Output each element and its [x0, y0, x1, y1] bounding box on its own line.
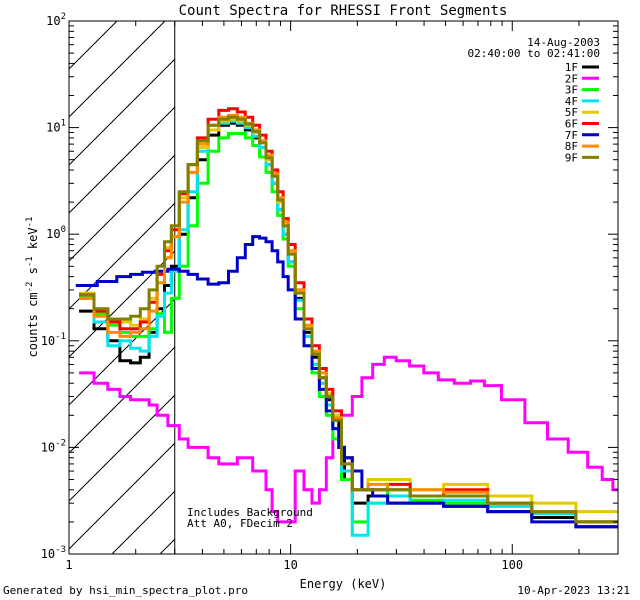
x-tick-label: 1: [65, 558, 72, 572]
hatched-region: [68, 20, 176, 555]
hatch-line: [68, 58, 176, 166]
date-label: 14-Aug-2003: [527, 36, 600, 49]
hatch-line: [68, 106, 176, 214]
y-tick-label: 101: [46, 119, 66, 135]
legend-label-5F: 5F: [565, 106, 578, 119]
y-tick-label: 10-1: [41, 332, 66, 348]
plot-frame: [68, 20, 619, 555]
x-tick-label: 100: [501, 558, 523, 572]
hatch-line: [68, 394, 176, 502]
legend-label-4F: 4F: [565, 95, 578, 108]
x-axis-label: Energy (keV): [300, 577, 387, 591]
legend-label-1F: 1F: [565, 61, 578, 74]
legend-label-9F: 9F: [565, 151, 578, 164]
hatch-line: [68, 202, 176, 310]
footer-generated-by: Generated by hsi_min_spectra_plot.pro: [3, 584, 248, 597]
hatch-line: [68, 20, 118, 70]
annotation-attenuator: Att A0, FDecim 2: [187, 517, 293, 530]
time-range-label: 02:40:00 to 02:41:00: [468, 47, 600, 60]
series-line-9F: [79, 115, 618, 524]
y-tick-label: 10-2: [41, 438, 66, 454]
legend-label-7F: 7F: [565, 129, 578, 142]
y-tick-label: 102: [46, 12, 66, 28]
series-line-7F: [75, 235, 618, 529]
hatch-line: [68, 442, 176, 550]
hatch-line: [68, 154, 176, 262]
y-tick-label: 100: [46, 225, 66, 241]
hatch-line: [68, 20, 166, 118]
hatch-line: [68, 346, 176, 454]
y-tick-label: 10-3: [41, 545, 66, 561]
series-line-2F: [79, 355, 618, 524]
hatch-line: [159, 538, 176, 555]
legend-label-8F: 8F: [565, 140, 578, 153]
chart-title: Count Spectra for RHESSI Front Segments: [179, 3, 508, 19]
footer-timestamp: 10-Apr-2023 13:21: [517, 584, 630, 597]
legend-label-2F: 2F: [565, 72, 578, 85]
hatch-line: [111, 490, 176, 555]
x-tick-label: 10: [283, 558, 297, 572]
legend-label-3F: 3F: [565, 84, 578, 97]
y-axis-label: counts cm-2 s-1 keV-1: [25, 217, 40, 358]
annotation-background: Includes Background: [187, 506, 313, 519]
legend-label-6F: 6F: [565, 118, 578, 131]
